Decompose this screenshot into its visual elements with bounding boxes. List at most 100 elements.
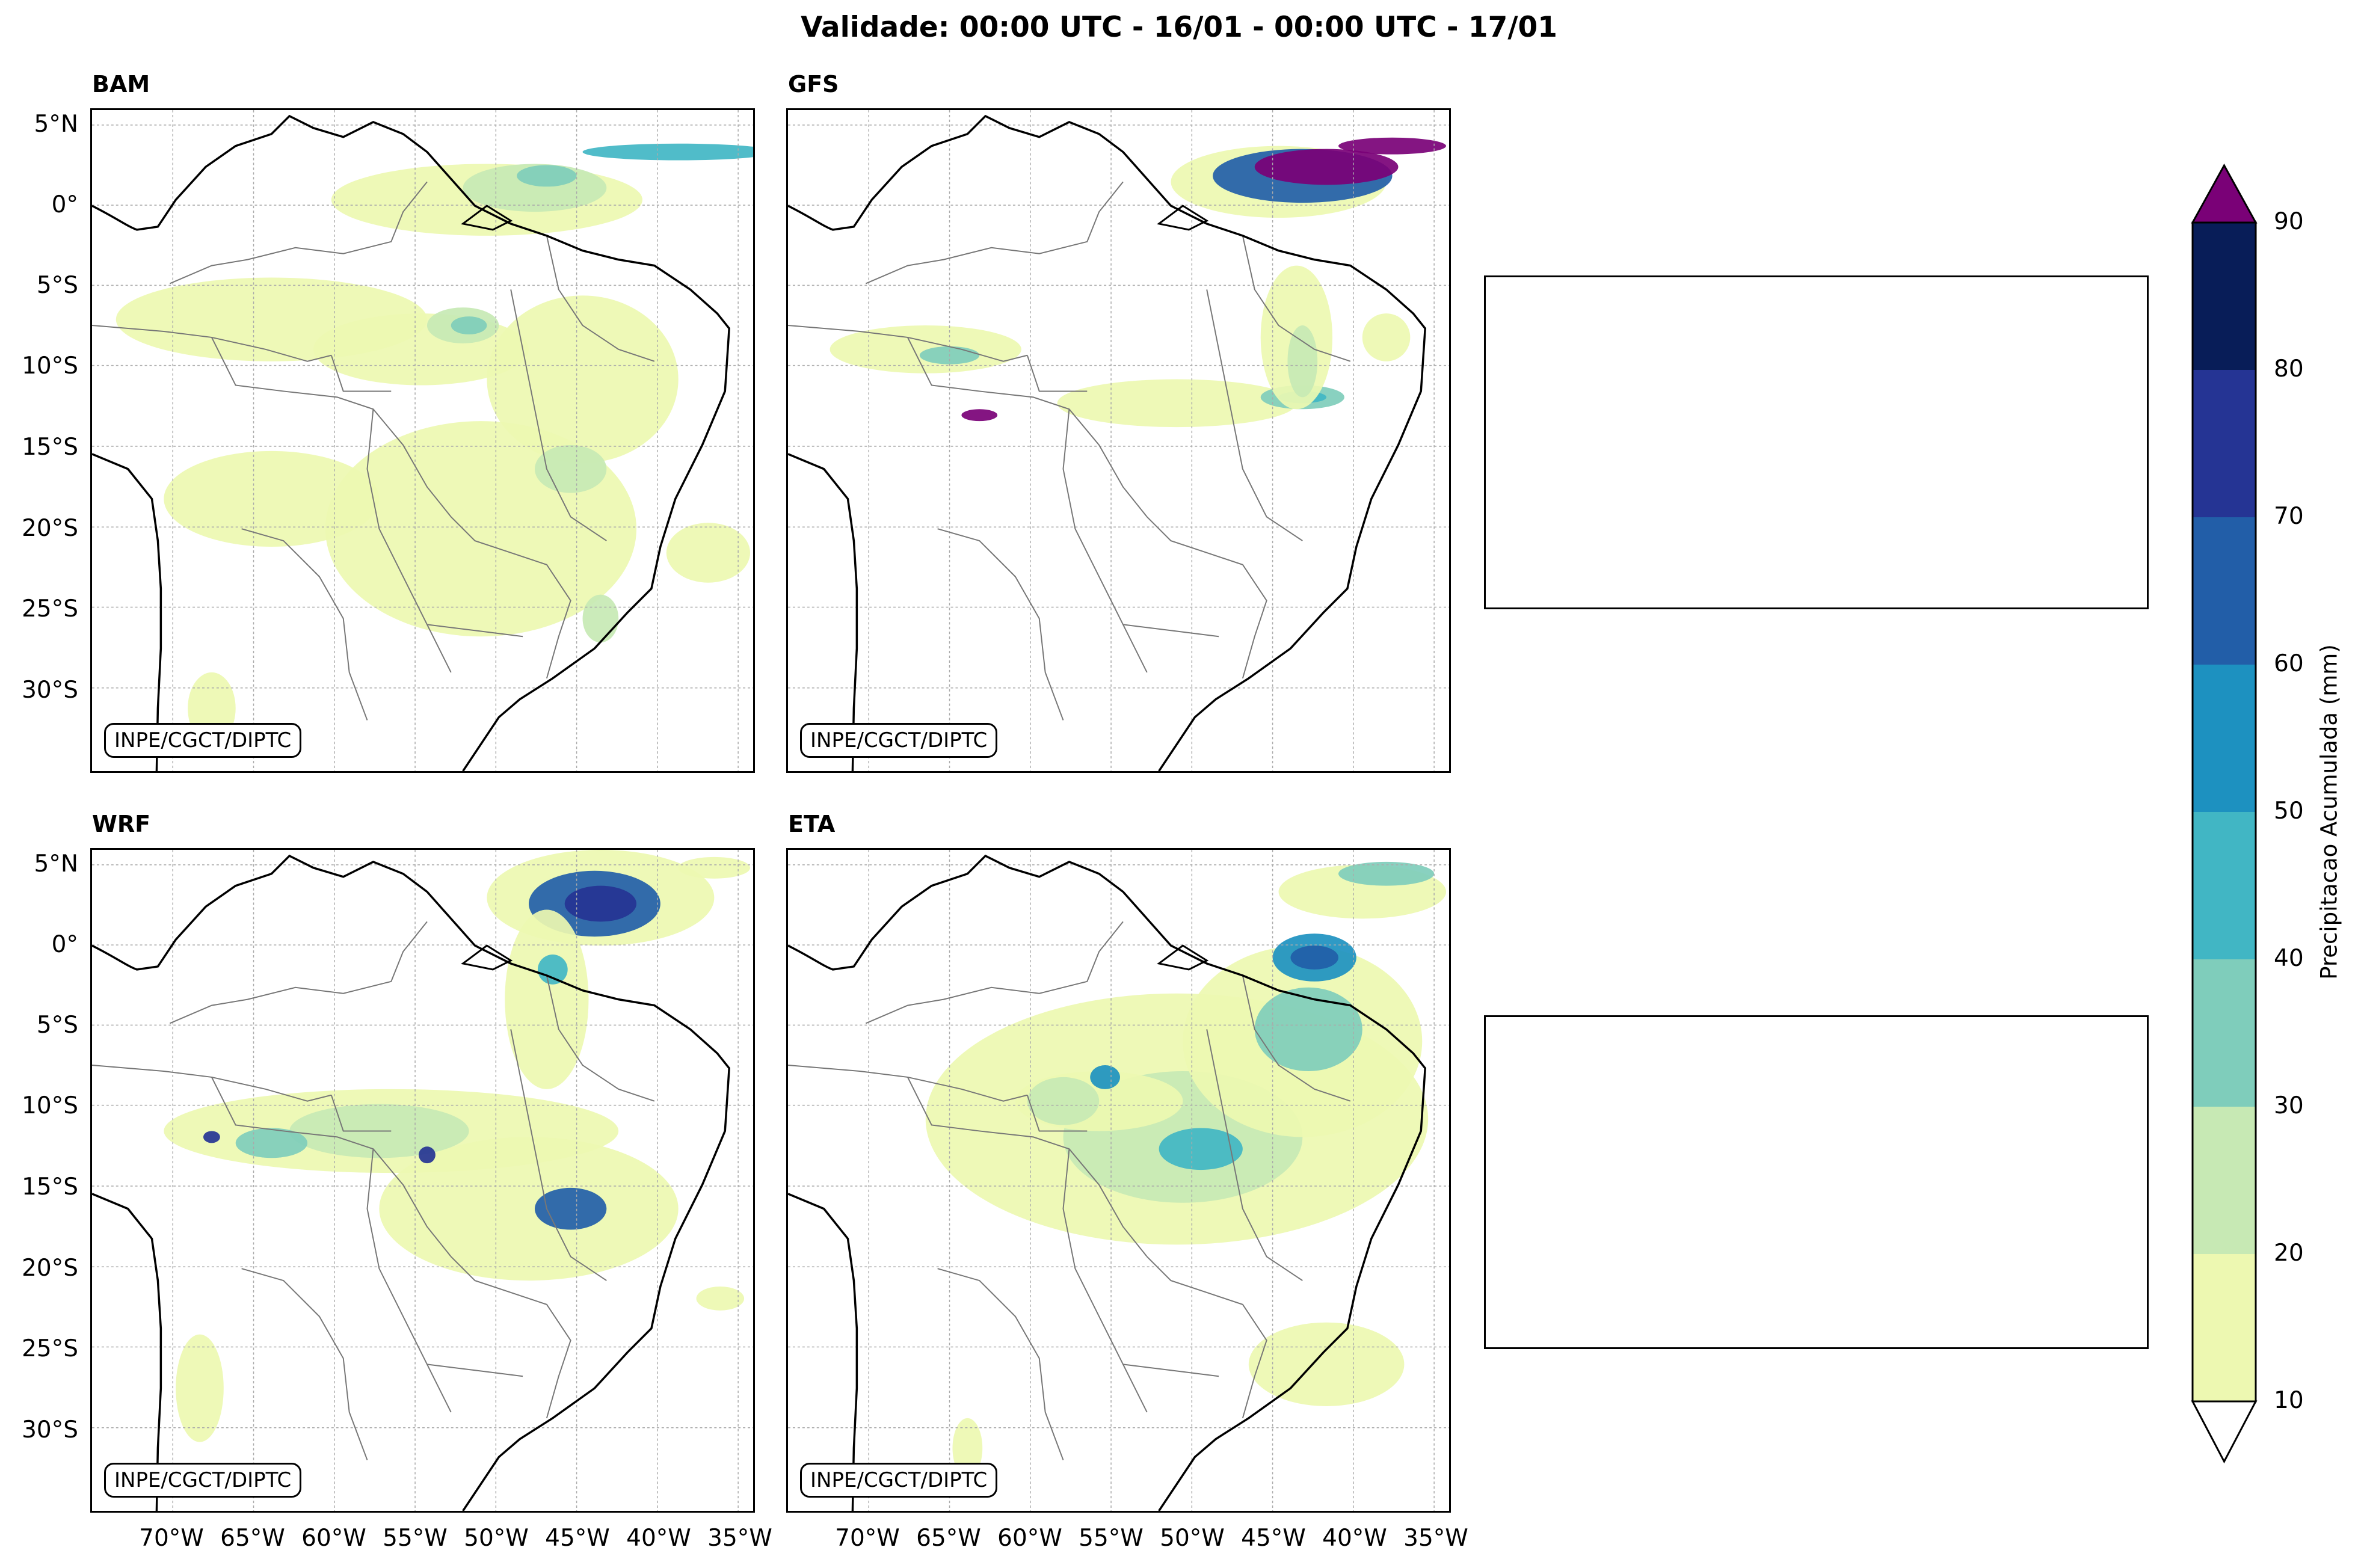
- lon-label: 70°W: [139, 1525, 204, 1552]
- lat-label: 15°S: [22, 434, 78, 461]
- coastline: [92, 114, 730, 771]
- lon-label: 55°W: [1079, 1525, 1144, 1552]
- precip-area: [1290, 945, 1339, 970]
- precip-area: [1254, 149, 1399, 185]
- map-panel-bam: INPE/CGCT/DIPTC: [90, 108, 755, 773]
- state-border: [510, 289, 607, 541]
- state-border: [865, 921, 1124, 1024]
- coastline: [788, 453, 858, 771]
- coastline: [92, 854, 730, 1511]
- precip-area: [961, 409, 998, 422]
- colorbar-label: Precipitacao Acumulada (mm): [2316, 644, 2342, 980]
- lon-label: 50°W: [464, 1525, 529, 1552]
- lat-label: 25°S: [22, 595, 78, 623]
- lat-label: 0°: [51, 191, 78, 218]
- colorbar-tick-label: 70: [2274, 503, 2304, 530]
- precip-map-bam: [92, 110, 753, 771]
- state-border: [241, 528, 368, 721]
- coastline: [788, 854, 1426, 1511]
- state-border: [169, 181, 428, 284]
- colorbar: [2191, 163, 2258, 1464]
- state-border: [510, 1029, 607, 1281]
- map-panel-wrf: INPE/CGCT/DIPTC: [90, 848, 755, 1513]
- colorbar-tick-label: 40: [2274, 945, 2304, 972]
- state-border: [1122, 624, 1219, 638]
- colorbar-tick-label: 50: [2274, 798, 2304, 825]
- precip-area: [696, 1287, 745, 1311]
- state-border: [92, 325, 332, 362]
- state-border: [865, 181, 1124, 284]
- lon-label: 35°W: [1403, 1525, 1468, 1552]
- lon-label: 35°W: [707, 1525, 772, 1552]
- precip-area: [1159, 1128, 1243, 1170]
- precip-area: [666, 523, 751, 583]
- lon-label: 65°W: [220, 1525, 285, 1552]
- lon-label: 55°W: [383, 1525, 448, 1552]
- lat-label: 0°: [51, 931, 78, 958]
- precip-area: [1057, 379, 1297, 428]
- lat-label: 10°S: [22, 352, 78, 380]
- lat-label: 15°S: [22, 1173, 78, 1201]
- precip-area: [830, 325, 1021, 374]
- state-border: [330, 355, 392, 392]
- panel-title-bam: BAM: [92, 71, 150, 97]
- state-border: [1122, 1364, 1219, 1377]
- state-border: [788, 1065, 1028, 1102]
- colorbar-segment: [2193, 665, 2256, 812]
- colorbar-segment: [2193, 1254, 2256, 1401]
- colorbar-tick-label: 30: [2274, 1092, 2304, 1119]
- lon-label: 60°W: [997, 1525, 1062, 1552]
- colorbar-segment: [2193, 1107, 2256, 1254]
- precip-area: [678, 856, 751, 879]
- lat-label: 30°S: [22, 1416, 78, 1443]
- island-outline: [1157, 204, 1209, 231]
- lon-label: 60°W: [301, 1525, 366, 1552]
- lat-label: 25°S: [22, 1335, 78, 1362]
- colorbar-tick-label: 10: [2274, 1387, 2304, 1414]
- precip-area: [582, 143, 753, 161]
- island-outline: [461, 204, 513, 231]
- state-border: [211, 1077, 452, 1257]
- precip-area: [203, 1131, 220, 1143]
- precip-area: [176, 1334, 224, 1442]
- precip-area: [1254, 987, 1362, 1071]
- map-panel-eta: INPE/CGCT/DIPTC: [786, 848, 1451, 1513]
- state-border: [1147, 1256, 1267, 1419]
- colorbar-over-extension: [2191, 163, 2258, 224]
- lat-label: 5°N: [34, 850, 79, 878]
- state-border: [937, 1268, 1064, 1460]
- precip-area: [1287, 325, 1318, 398]
- state-border: [546, 975, 655, 1102]
- lat-label: 30°S: [22, 677, 78, 704]
- lat-label: 10°S: [22, 1092, 78, 1119]
- coastline: [92, 453, 162, 771]
- precip-area: [505, 909, 589, 1089]
- coastline: [788, 114, 1426, 771]
- state-border: [907, 337, 1148, 517]
- lat-label: 20°S: [22, 1255, 78, 1282]
- lat-label: 20°S: [22, 515, 78, 542]
- state-border: [451, 1256, 571, 1419]
- coastline: [92, 1193, 162, 1511]
- precip-area: [419, 1146, 436, 1164]
- state-border: [330, 1095, 392, 1132]
- panel-title-gfs: GFS: [788, 71, 839, 97]
- state-border: [169, 921, 428, 1024]
- figure-title: Validade: 00:00 UTC - 16/01 - 00:00 UTC …: [801, 11, 1557, 44]
- precip-area: [537, 955, 568, 985]
- precip-area: [379, 1137, 679, 1281]
- credit-label: INPE/CGCT/DIPTC: [800, 1463, 998, 1498]
- precip-area: [1090, 1065, 1120, 1089]
- precip-area: [235, 1128, 308, 1158]
- colorbar-segment: [2193, 812, 2256, 959]
- colorbar-segment: [2193, 517, 2256, 665]
- lon-label: 70°W: [835, 1525, 900, 1552]
- precip-area: [534, 444, 607, 493]
- precip-area: [1248, 1322, 1405, 1406]
- precip-area: [1338, 861, 1435, 886]
- lon-label: 40°W: [626, 1525, 691, 1552]
- state-border: [451, 516, 571, 679]
- colorbar-segment: [2193, 959, 2256, 1107]
- colorbar-segment: [2193, 370, 2256, 517]
- colorbar-under-extension: [2191, 1400, 2258, 1464]
